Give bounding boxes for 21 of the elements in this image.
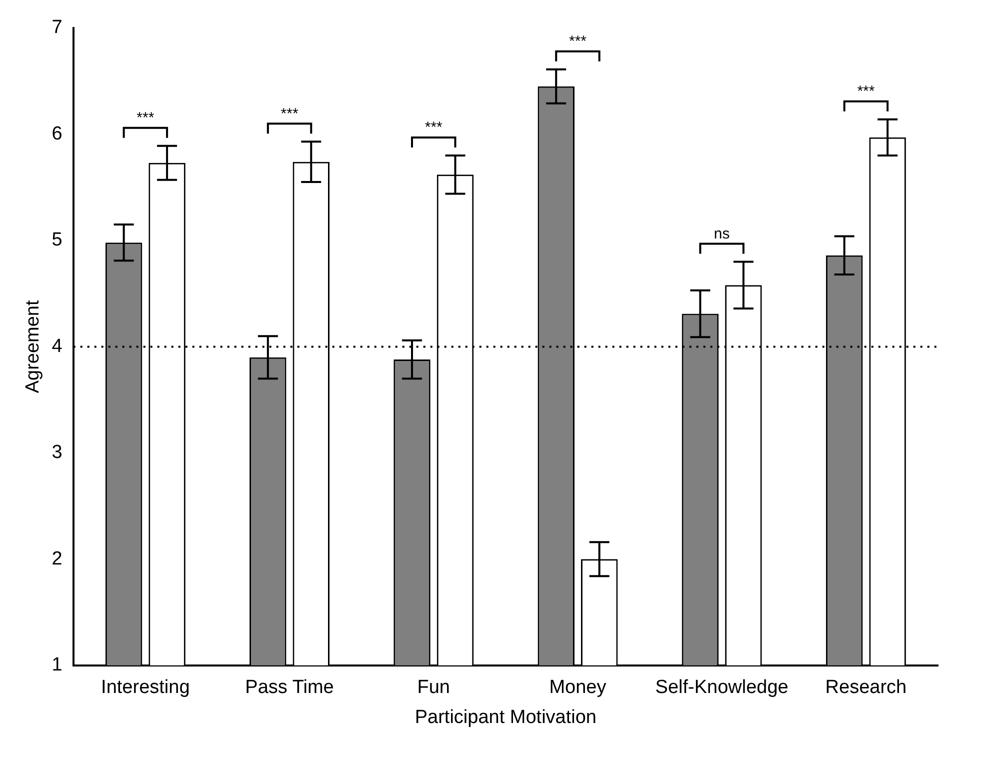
y-tick-label: 6 — [52, 123, 62, 144]
y-tick-label: 3 — [52, 442, 62, 464]
x-axis-title: Participant Motivation — [414, 706, 597, 728]
x-tick-label: Pass Time — [245, 677, 334, 698]
y-tick-label: 5 — [52, 230, 62, 251]
y-tick-label: 7 — [52, 17, 62, 38]
x-tick-label: Fun — [417, 677, 450, 698]
x-tick-label: Self-Knowledge — [655, 677, 788, 698]
y-axis-title: Agreement — [22, 300, 44, 394]
x-tick-label: Interesting — [101, 677, 190, 698]
annotation: *** — [136, 110, 154, 127]
y-tick-label: 1 — [52, 654, 62, 676]
annotation: *** — [424, 119, 443, 136]
annotation: *** — [857, 83, 875, 100]
annotation: *** — [568, 33, 587, 50]
x-tick-label: Money — [549, 677, 607, 698]
annotation: ns — [714, 225, 730, 242]
x-tick-label: Research — [825, 677, 907, 698]
y-tick-label: 4 — [52, 336, 63, 357]
y-tick-label: 2 — [52, 548, 62, 570]
annotation: *** — [280, 105, 298, 122]
